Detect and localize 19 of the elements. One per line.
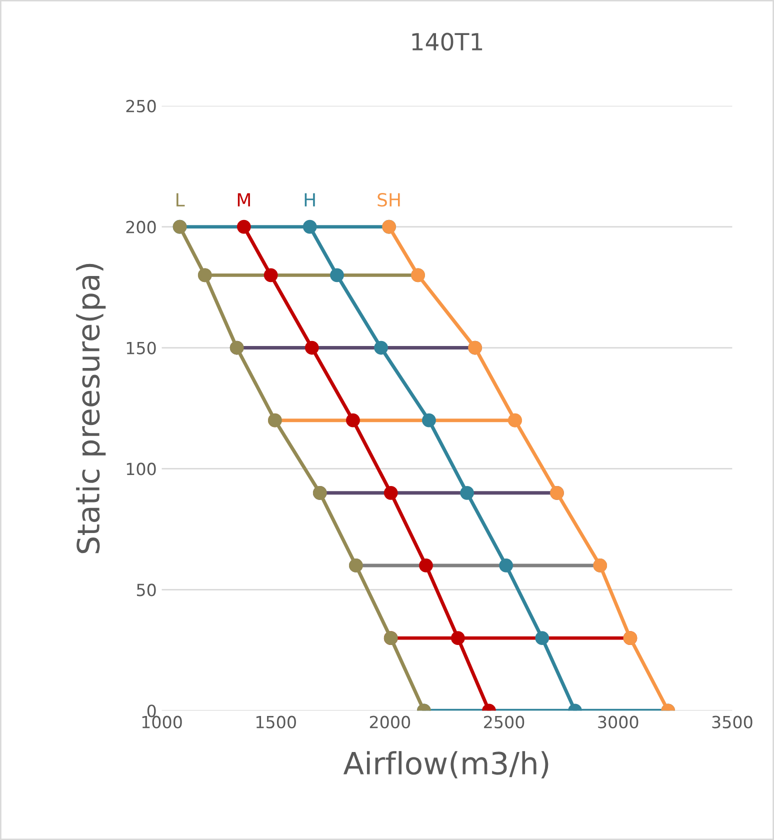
series-label: L (176, 193, 185, 206)
y-axis-title: Static preesure(pa) (76, 264, 106, 554)
x-tick-label: 3000 (598, 716, 638, 728)
y-tick-label: 0 (147, 704, 156, 718)
x-tick-label: 1000 (142, 716, 182, 728)
x-axis-title: Airflow(m3/h) (343, 751, 548, 778)
x-tick-label: 2500 (484, 716, 524, 728)
y-tick-label: 200 (126, 220, 156, 234)
y-tick-label: 250 (126, 100, 156, 112)
y-tick-label: 50 (136, 584, 156, 596)
chart-title: 140T1 (412, 32, 482, 51)
x-tick-label: 1500 (256, 716, 296, 728)
series-label: H (304, 193, 315, 206)
series-label: M (238, 193, 250, 206)
x-tick-label: 2000 (370, 716, 410, 728)
y-tick-label: 150 (126, 342, 156, 354)
series-label: SH (378, 192, 400, 207)
y-tick-label: 100 (126, 462, 156, 476)
x-tick-label: 3500 (712, 716, 752, 728)
